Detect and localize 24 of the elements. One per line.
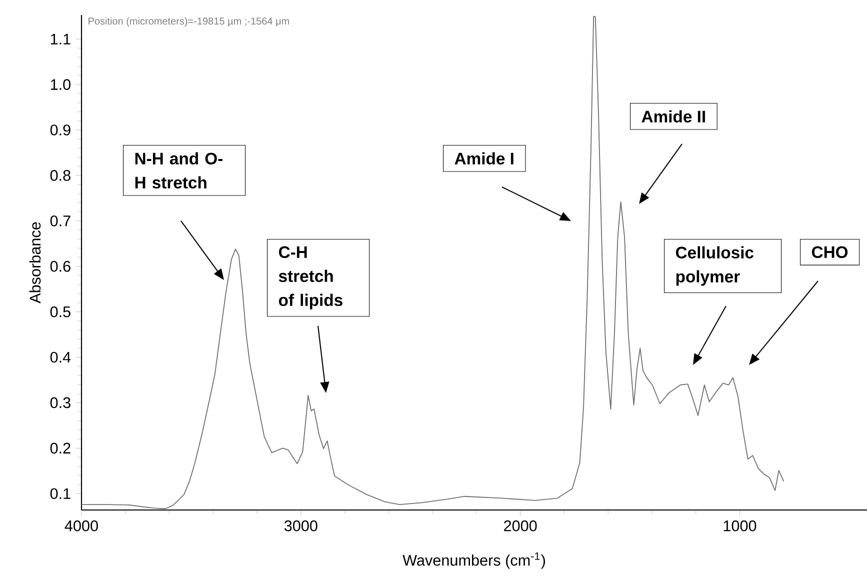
y-tick-label: 0.2 xyxy=(50,442,70,454)
y-axis-title: Absorbance xyxy=(29,222,41,304)
x-tick-label: 3000 xyxy=(284,520,318,532)
annotation: N-H and O-H stretch xyxy=(135,152,222,188)
annotation: Amide II xyxy=(642,110,705,122)
y-tick-label: 0.9 xyxy=(50,124,70,136)
annotation: Amide I xyxy=(454,152,514,164)
annotation: CHO xyxy=(812,246,848,258)
y-tick-label: 1.1 xyxy=(50,34,70,44)
x-tick-label: 1000 xyxy=(724,520,756,532)
y-tick-label: 0.1 xyxy=(50,488,70,500)
y-tick-label: 0.5 xyxy=(50,306,70,318)
y-tick-label: 1.0 xyxy=(50,79,70,90)
y-tick-label: 0.6 xyxy=(50,260,70,272)
y-tick-label: 0.8 xyxy=(50,170,70,181)
y-tick-label: 0.4 xyxy=(50,352,71,363)
x-axis-title: Wavenumbers (cm$^{-1}$) xyxy=(402,552,545,569)
annotation: Cellulosic polymer xyxy=(676,246,754,286)
x-tick-label: 4000 xyxy=(64,520,98,532)
annotation: Position (micrometers)=-19815 µm ;-1564 μm xyxy=(88,17,289,27)
y-tick-label: 0.7 xyxy=(50,215,70,226)
annotation: C-H stretch of lipids xyxy=(278,246,342,310)
y-tick-label: 0.3 xyxy=(50,397,70,408)
x-tick-label: 2000 xyxy=(504,520,537,532)
